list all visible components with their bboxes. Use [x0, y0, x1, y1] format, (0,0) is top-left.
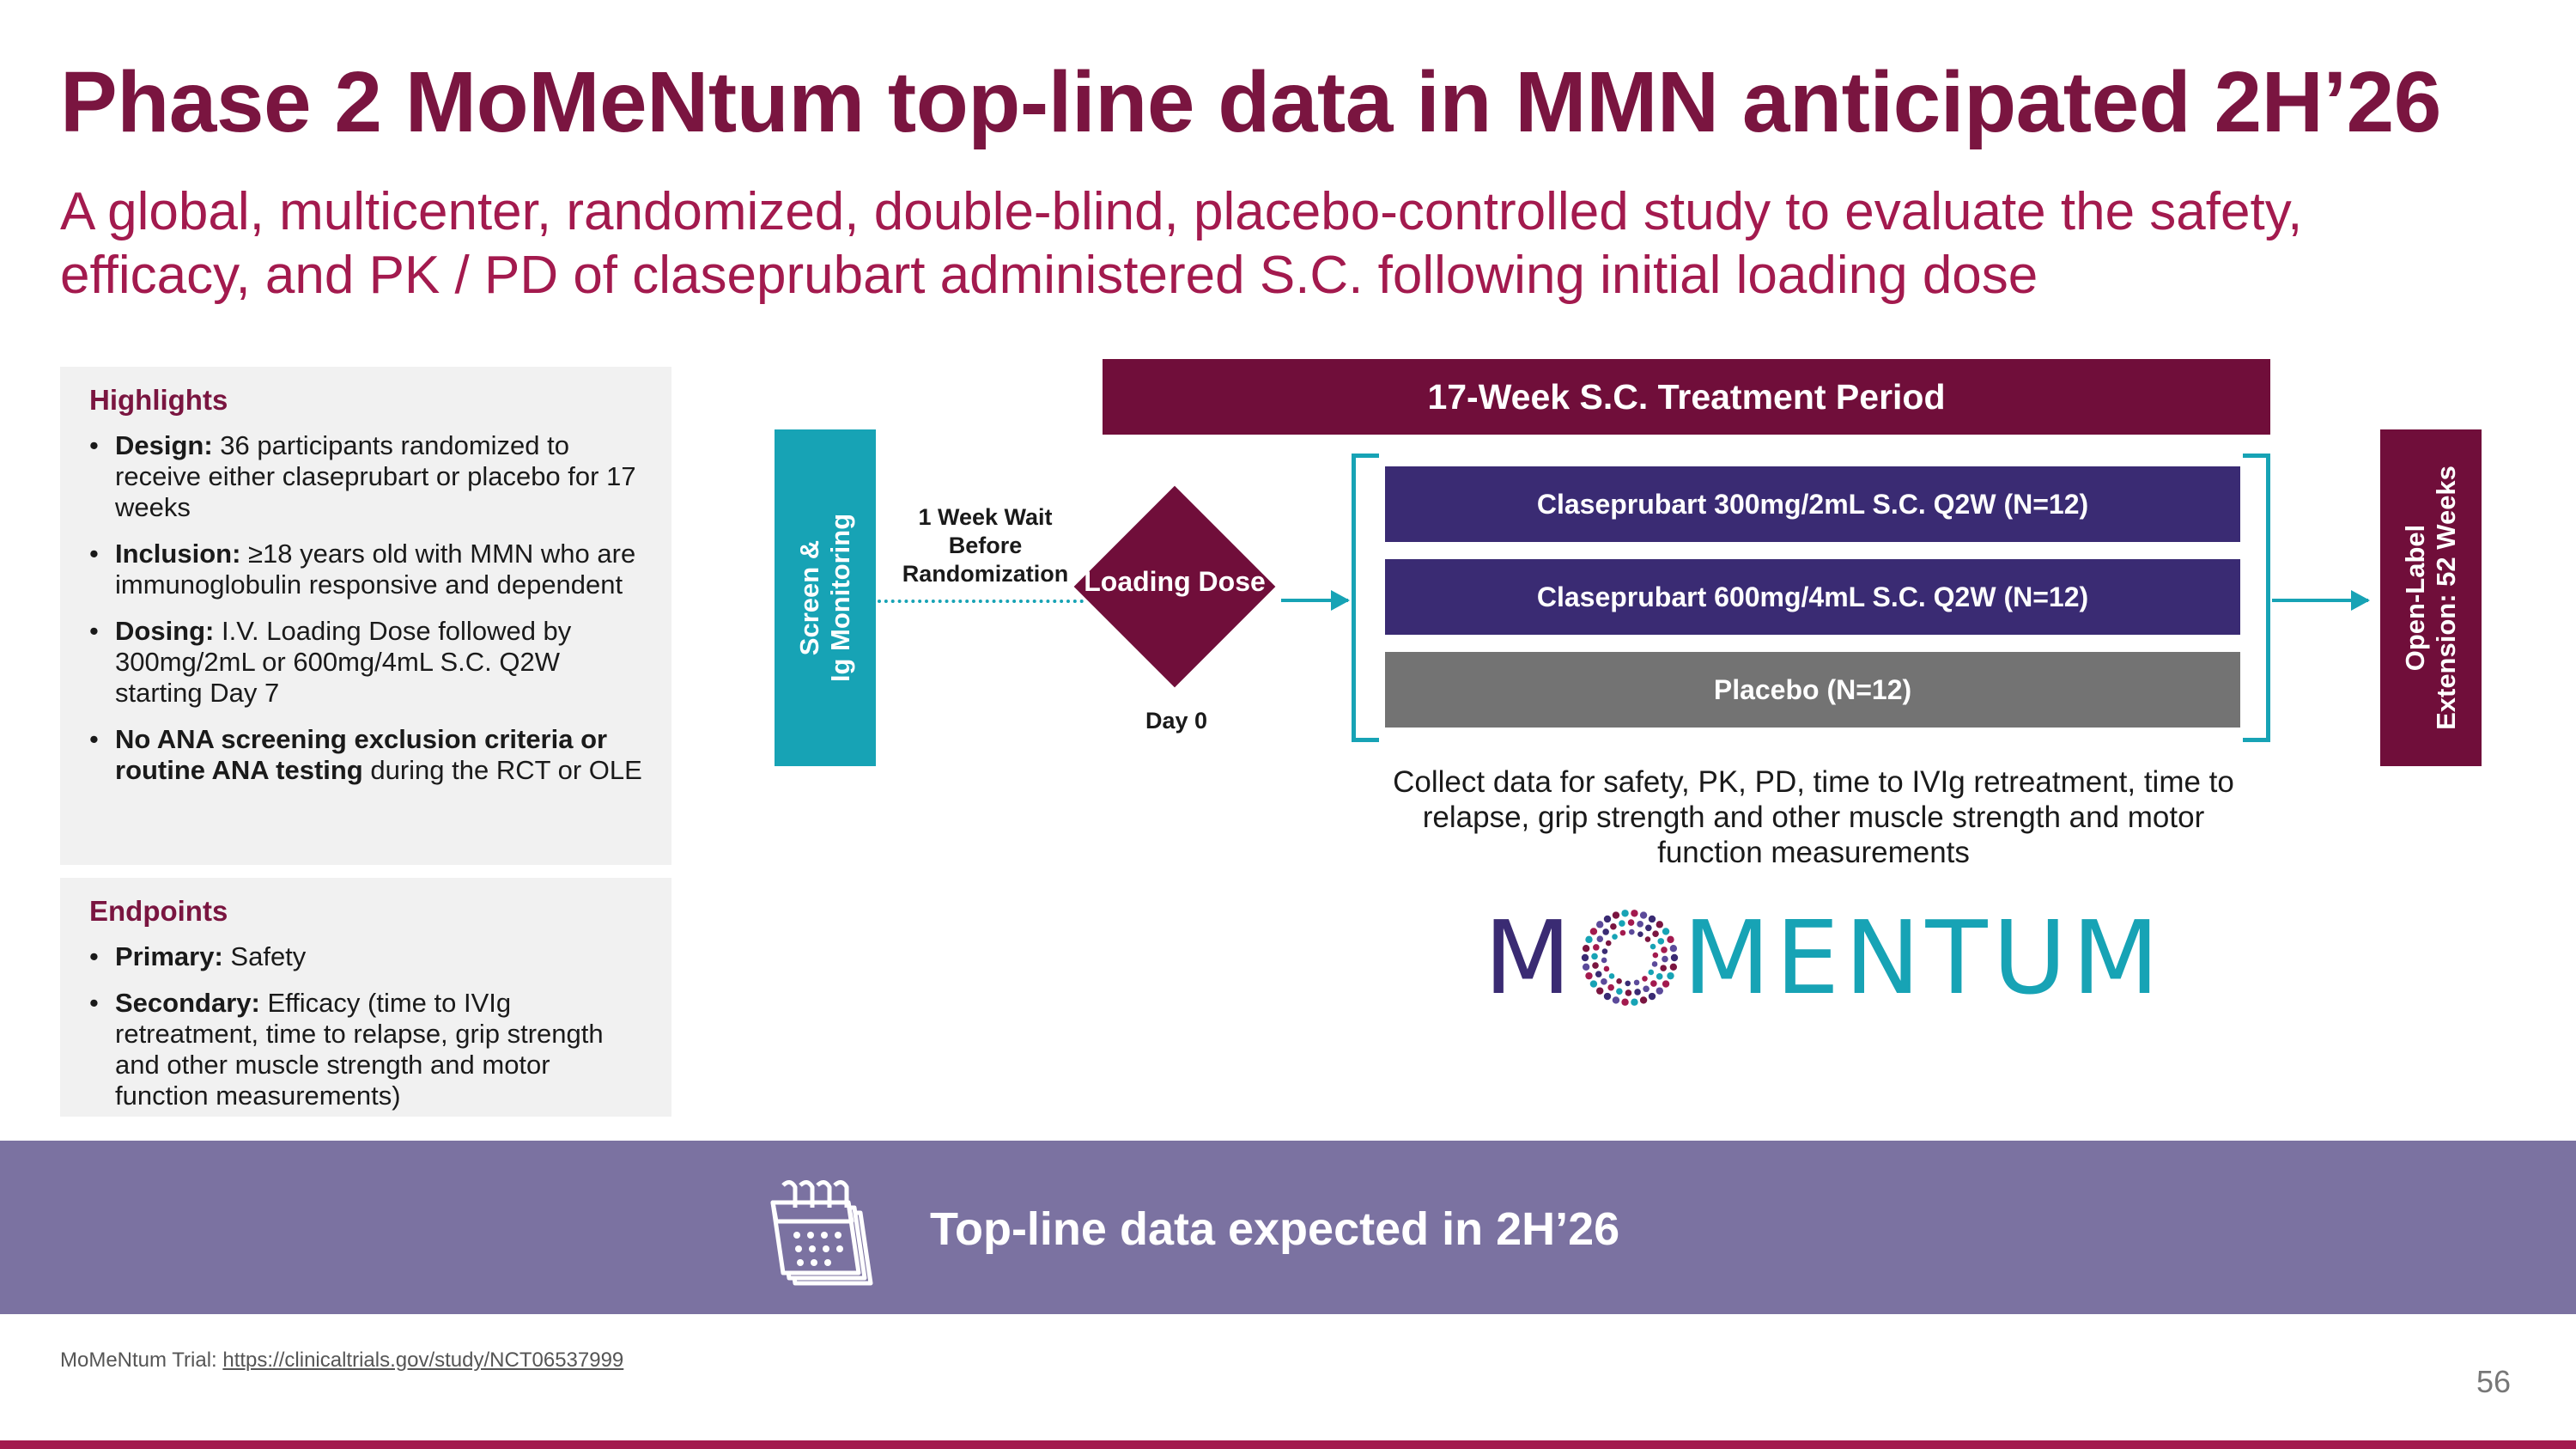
logo-letters: MENTUM [1682, 898, 2165, 1017]
bullet-text: ≥18 years old with MMN who are immunoglo… [115, 539, 636, 600]
bullet-text: 36 participants randomized to receive ei… [115, 430, 636, 522]
logo-letter-m: M [1484, 898, 1577, 1017]
bullet-text: I.V. Loading Dose followed by 300mg/2mL … [115, 616, 572, 708]
arrow-right-icon [1281, 590, 1350, 611]
right-bracket [2243, 454, 2270, 742]
bottom-banner-text: Top-line data expected in 2H’26 [930, 1203, 1620, 1255]
endpoints-list: Primary: Safety Secondary: Efficacy (tim… [89, 941, 646, 1111]
footnote-label: MoMeNtum Trial: [60, 1349, 223, 1372]
dotted-ring-icon [1581, 910, 1679, 1006]
screen-monitoring-label: Screen & Ig Monitoring [794, 514, 856, 682]
loading-dose-label: Loading Dose [1084, 566, 1266, 597]
bullet-label: Dosing: [115, 616, 215, 646]
list-item: Dosing: I.V. Loading Dose followed by 30… [89, 616, 646, 709]
page-title: Phase 2 MoMeNtum top-line data in MMN an… [60, 54, 2441, 150]
collect-data-text: Collect data for safety, PK, PD, time to… [1393, 765, 2234, 869]
calendar-icon [770, 1180, 873, 1286]
footnote: MoMeNtum Trial: https://clinicaltrials.g… [60, 1349, 623, 1373]
highlights-list: Design: 36 participants randomized to re… [89, 430, 646, 786]
momentum-logo: M MENTUM [1484, 898, 2165, 1017]
list-item: Inclusion: ≥18 years old with MMN who ar… [89, 539, 646, 600]
list-item: Design: 36 participants randomized to re… [89, 430, 646, 523]
day-zero-label: Day 0 [1145, 708, 1208, 734]
arm-placebo: Placebo (N=12) [1385, 652, 2240, 728]
bullet-text: during the RCT or OLE [362, 755, 642, 785]
bullet-label: No ANA screening exclusion criteria or r… [115, 724, 608, 785]
arrow-right-icon [2272, 590, 2370, 611]
highlights-panel: Highlights Design: 36 participants rando… [60, 367, 671, 865]
ole-label-line: Extension: 52 Weeks [2431, 466, 2461, 730]
bullet-label: Secondary: [115, 988, 260, 1018]
trial-link[interactable]: https://clinicaltrials.gov/study/NCT0653… [222, 1349, 624, 1372]
screen-label-line: Ig Monitoring [825, 513, 855, 683]
bottom-banner [0, 1141, 2576, 1314]
list-item: Secondary: Efficacy (time to IVIg retrea… [89, 988, 646, 1111]
open-label-extension-box: Open-Label Extension: 52 Weeks [2380, 429, 2482, 766]
treatment-period-banner: 17-Week S.C. Treatment Period [1103, 359, 2270, 435]
arm-300mg: Claseprubart 300mg/2mL S.C. Q2W (N=12) [1385, 466, 2240, 542]
footer-rule [0, 1440, 2576, 1449]
arm-600mg: Claseprubart 600mg/4mL S.C. Q2W (N=12) [1385, 559, 2240, 635]
bullet-text: Efficacy (time to IVIg retreatment, time… [115, 988, 604, 1111]
bullet-label: Primary: [115, 941, 223, 971]
left-bracket [1352, 454, 1379, 742]
page-subtitle: A global, multicenter, randomized, doubl… [60, 182, 2303, 305]
endpoints-heading: Endpoints [89, 895, 228, 927]
bullet-text: Safety [222, 941, 307, 971]
dotted-connector [878, 600, 1084, 603]
screen-label-line: Screen & [794, 539, 824, 656]
endpoints-panel: Endpoints Primary: Safety Secondary: Eff… [60, 878, 671, 1117]
ole-label: Open-Label Extension: 52 Weeks [2400, 466, 2462, 730]
list-item: No ANA screening exclusion criteria or r… [89, 724, 646, 786]
screen-monitoring-box: Screen & Ig Monitoring [775, 429, 876, 766]
wait-label: 1 Week Wait Before Randomization [902, 504, 1069, 587]
ole-label-line: Open-Label [2400, 524, 2430, 672]
highlights-heading: Highlights [89, 384, 228, 416]
bullet-label: Inclusion: [115, 539, 241, 569]
page-number: 56 [2476, 1364, 2511, 1399]
bullet-label: Design: [115, 430, 213, 460]
list-item: Primary: Safety [89, 941, 646, 972]
